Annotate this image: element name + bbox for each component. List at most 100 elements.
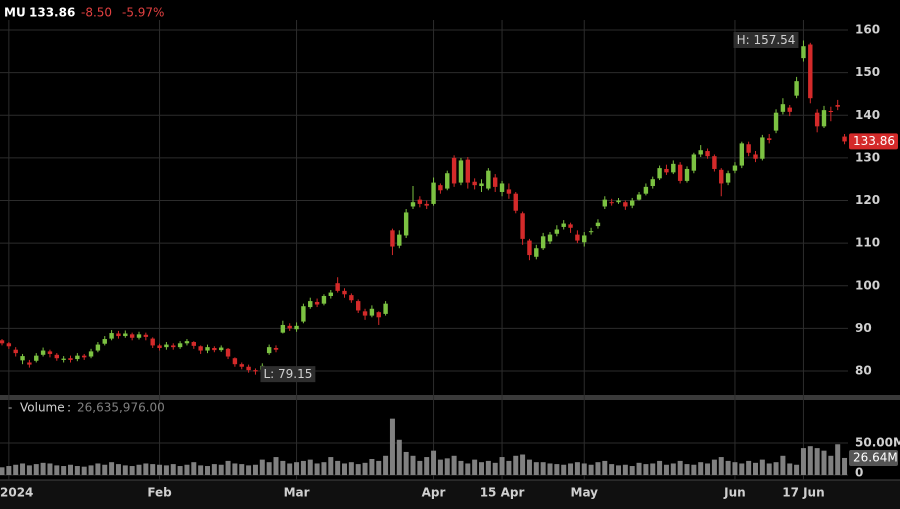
y-tick-label: 160 xyxy=(855,23,880,37)
last-price-tag: 133.86 xyxy=(853,134,895,148)
candle-body xyxy=(753,154,758,159)
volume-bar xyxy=(773,462,779,475)
marks xyxy=(0,40,848,475)
volume-marker: - xyxy=(8,401,12,415)
candle-body xyxy=(191,342,196,346)
volume-bar xyxy=(109,462,115,475)
candle-body xyxy=(780,104,786,112)
volume-bar xyxy=(561,464,567,475)
candle-body xyxy=(280,324,286,333)
last-price-tag-bg xyxy=(849,133,898,150)
candle-body xyxy=(657,168,662,179)
candle-body xyxy=(746,144,751,153)
candle-body xyxy=(136,334,142,338)
volume-bar xyxy=(115,464,121,475)
candle-body xyxy=(287,325,292,329)
candle-body xyxy=(527,240,532,256)
volume-bar xyxy=(794,464,800,475)
candle-body xyxy=(328,292,333,296)
volume-bar xyxy=(622,464,628,475)
volume-bar xyxy=(54,465,60,475)
volume-bar xyxy=(616,465,621,475)
volume-bar xyxy=(47,463,53,475)
candle-body xyxy=(0,340,5,344)
volume-bar xyxy=(389,418,395,475)
volume-bar xyxy=(294,462,300,475)
x-tick-label: 15 Apr xyxy=(480,486,525,500)
volume-bar xyxy=(705,463,711,475)
y-tick-label: 0 xyxy=(855,466,863,480)
candle-body xyxy=(54,354,59,359)
volume-bar xyxy=(807,446,813,475)
volume-bar xyxy=(198,465,204,475)
price-change: -8.50 xyxy=(81,6,112,20)
candle-body xyxy=(540,236,546,249)
volume-bar xyxy=(835,444,841,475)
candle-body xyxy=(403,212,409,236)
volume-bar xyxy=(759,459,765,475)
volume-bar xyxy=(355,464,361,475)
candle-body xyxy=(643,186,649,194)
candle-body xyxy=(266,347,272,354)
y-tick-label: 50.00M xyxy=(855,435,900,449)
volume-bar xyxy=(205,466,210,475)
candle-body xyxy=(308,301,313,308)
volume-bar xyxy=(122,465,128,475)
candle-body xyxy=(568,224,573,228)
volume-bar xyxy=(68,464,73,475)
volume-bar xyxy=(725,460,731,475)
low-label: L: 79.15 xyxy=(263,367,312,381)
high-label-bg xyxy=(733,31,799,48)
volume-bar xyxy=(431,450,437,475)
candle-body xyxy=(102,339,107,344)
candle-body xyxy=(75,355,80,360)
candle-body xyxy=(760,137,765,159)
candle-body xyxy=(684,168,690,181)
candle-body xyxy=(664,168,669,173)
candle-body xyxy=(438,185,443,191)
candle-body xyxy=(801,46,806,59)
volume-bar xyxy=(403,451,409,475)
candle-body xyxy=(369,308,375,316)
y-tick-label: 120 xyxy=(855,193,880,207)
volume-bar xyxy=(170,464,176,475)
candle-body xyxy=(314,301,320,305)
candle-body xyxy=(34,355,39,361)
volume-bar xyxy=(602,460,608,475)
volume-bar xyxy=(828,455,834,475)
volume-bar xyxy=(246,465,252,475)
volume-bar xyxy=(314,463,320,475)
volume-bar xyxy=(753,462,758,475)
volume-bar xyxy=(33,464,39,475)
low-label-bg xyxy=(260,366,316,383)
price-change-percent: -5.97% xyxy=(122,6,164,20)
candle-body xyxy=(417,199,423,204)
volume-title: Volume xyxy=(20,401,65,415)
candle-body xyxy=(671,163,676,173)
volume-bar xyxy=(732,462,738,475)
volume-bar xyxy=(787,463,793,475)
volume-bar xyxy=(218,464,224,475)
volume-bar xyxy=(239,464,245,475)
candle-body xyxy=(472,181,477,186)
candle-body xyxy=(13,349,18,354)
volume-bar xyxy=(520,454,526,475)
candle-body xyxy=(390,230,395,247)
candle-body xyxy=(150,338,155,346)
candle-body xyxy=(616,200,621,203)
y-tick-label: 90 xyxy=(855,321,872,335)
candle-body xyxy=(698,150,703,155)
volume-bar xyxy=(321,462,327,475)
candle-body xyxy=(321,295,327,304)
candle-body xyxy=(602,199,607,207)
volume-bar xyxy=(670,463,676,475)
volume-bar xyxy=(300,460,306,475)
x-axis-strip xyxy=(0,480,900,509)
x-tick-label: 17 Jun xyxy=(782,486,824,500)
volume-bar xyxy=(177,466,183,475)
candle-body xyxy=(205,347,210,351)
candle-body xyxy=(595,222,601,227)
volume-bar xyxy=(348,462,354,475)
candle-body xyxy=(554,229,560,234)
